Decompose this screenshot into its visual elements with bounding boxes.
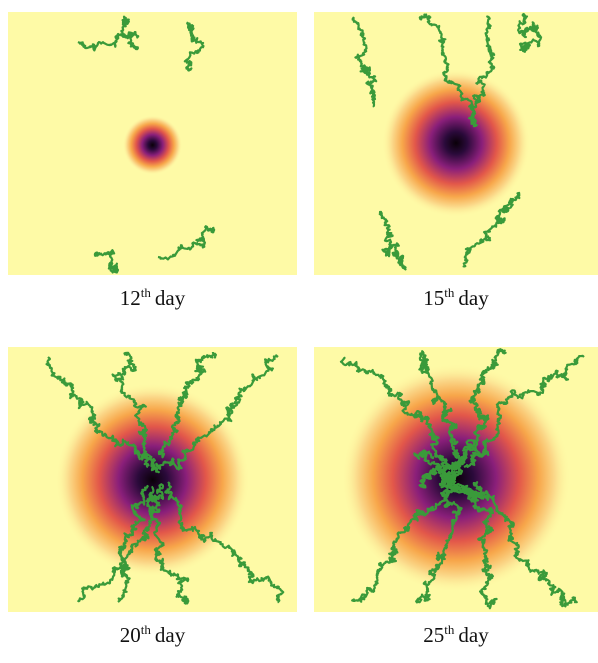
panel xyxy=(8,12,297,275)
caption-suffix: th xyxy=(141,622,152,637)
panel xyxy=(8,347,297,612)
caption-number: 12 xyxy=(120,286,141,310)
figure: 12thday15thday20thday25thday xyxy=(0,0,598,663)
concentration-spot xyxy=(55,383,249,577)
panel xyxy=(314,12,598,275)
concentration-spot xyxy=(341,363,571,593)
caption-number: 25 xyxy=(423,623,444,647)
caption-suffix: th xyxy=(141,285,152,300)
caption-unit: day xyxy=(155,623,186,647)
caption-suffix: th xyxy=(444,285,455,300)
caption-number: 15 xyxy=(423,286,444,310)
concentration-spot xyxy=(382,69,531,218)
caption-unit: day xyxy=(458,286,489,310)
caption-unit: day xyxy=(155,286,186,310)
caption-unit: day xyxy=(458,623,489,647)
caption-number: 20 xyxy=(120,623,141,647)
concentration-spot xyxy=(123,115,182,174)
caption-suffix: th xyxy=(444,622,455,637)
panel xyxy=(314,347,598,612)
